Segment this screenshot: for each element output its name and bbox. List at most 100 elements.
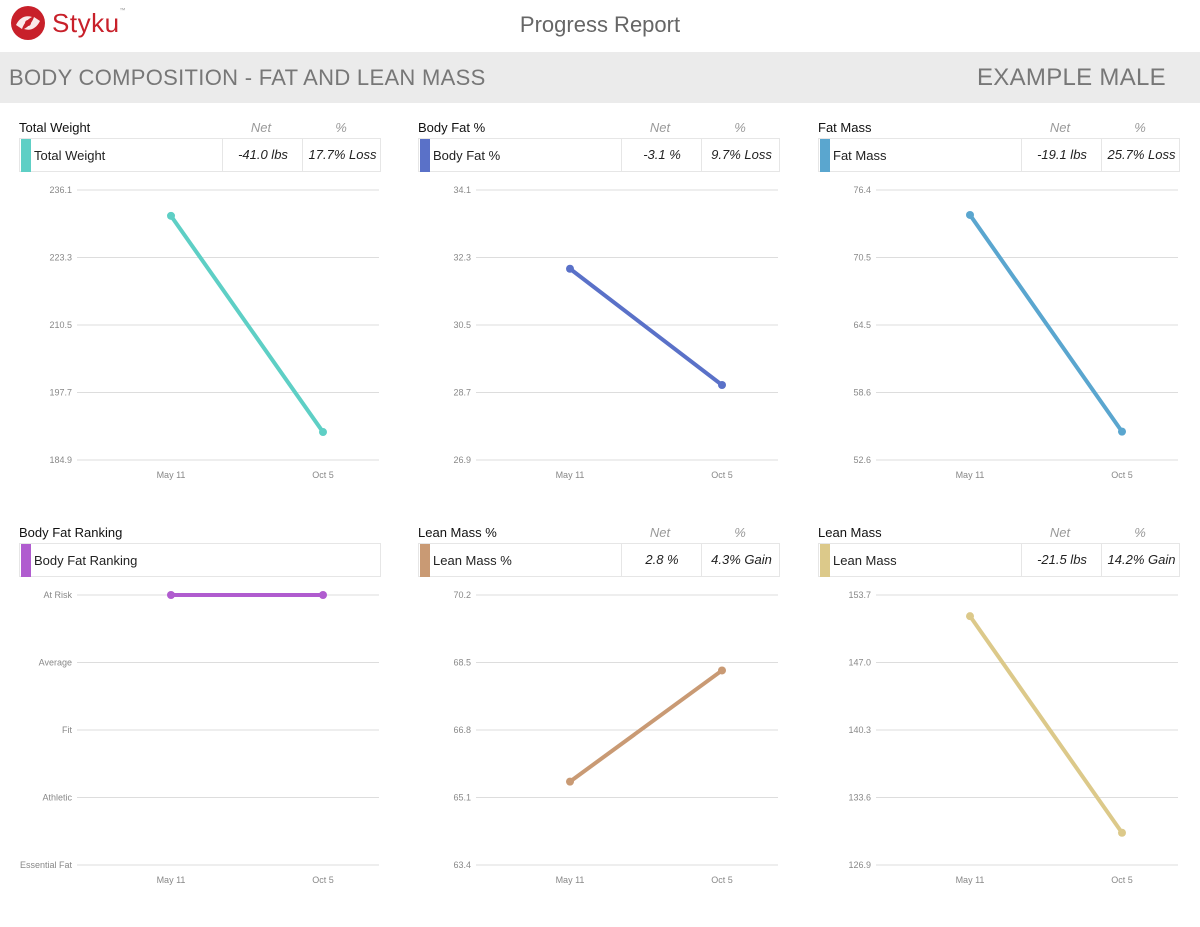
data-point: [566, 264, 574, 273]
chart-title: Lean Mass: [818, 525, 882, 540]
y-tick-label: 236.1: [49, 185, 72, 195]
legend-label: Fat Mass: [833, 148, 887, 163]
y-tick-label: 64.5: [853, 320, 871, 330]
y-tick-label: 32.3: [453, 253, 471, 263]
line-chart: 34.1 32.3 30.5 28.7 26.9 May 11 Oct 5: [453, 185, 778, 480]
chart-title: Lean Mass %: [418, 525, 497, 540]
percent-value: 4.3% Gain: [701, 544, 781, 576]
chart-panel-body-fat-ranking: Body Fat Ranking Body Fat Ranking At Ris…: [19, 525, 383, 925]
x-tick-label: May 11: [556, 470, 585, 480]
y-tick-label: 34.1: [453, 185, 471, 195]
data-point: [167, 591, 175, 599]
data-point: [966, 210, 974, 219]
trademark-mark: ™: [119, 8, 126, 14]
brand-name: Styku: [52, 7, 120, 38]
percent-column-header: %: [335, 120, 347, 135]
chart-panel-total-weight: Total Weight Net % Total Weight -41.0 lb…: [19, 120, 383, 520]
x-tick-label: Oct 5: [711, 470, 733, 480]
legend-swatch: [420, 139, 430, 172]
net-value: -21.5 lbs: [1021, 544, 1102, 576]
y-tick-label: 147.0: [848, 658, 871, 668]
chart-title: Fat Mass: [818, 120, 872, 135]
y-tick-label: 58.6: [853, 388, 871, 398]
y-tick-label: 76.4: [853, 185, 871, 195]
legend-swatch: [420, 544, 430, 577]
series-line: [169, 213, 325, 435]
line-chart: At Risk Average Fit Athletic Essential Fat Ma…: [20, 590, 379, 885]
series-line: [968, 614, 1124, 835]
x-tick-label: Oct 5: [1111, 470, 1133, 480]
chart-panel-lean-mass: Lean Mass Net % Lean Mass -21.5 lbs 14.2…: [818, 525, 1182, 925]
y-tick-label: Essential Fat: [20, 860, 73, 870]
percent-value: 17.7% Loss: [302, 139, 382, 171]
series-line: [568, 668, 724, 784]
y-tick-label: 223.3: [49, 253, 72, 263]
x-tick-label: May 11: [956, 875, 985, 885]
subject-name: EXAMPLE MALE: [976, 64, 1166, 91]
line-chart: 70.2 68.5 66.8 65.1 63.4 May 11 Oct 5: [453, 590, 778, 885]
styku-logo-icon: [11, 6, 45, 40]
y-tick-label: 140.3: [848, 725, 871, 735]
y-tick-label: 184.9: [49, 455, 72, 465]
x-tick-label: Oct 5: [1111, 875, 1133, 885]
y-tick-label: Fit: [62, 725, 72, 735]
y-tick-label: 30.5: [453, 320, 471, 330]
data-point: [167, 211, 175, 220]
legend-swatch: [820, 139, 830, 172]
net-value: -3.1 %: [621, 139, 702, 171]
chart-title: Body Fat Ranking: [19, 525, 123, 540]
y-tick-label: 65.1: [453, 793, 471, 803]
styku-logo[interactable]: Styku ™: [10, 5, 126, 41]
top-bar: Styku ™ Progress Report: [0, 0, 1200, 52]
y-tick-label: 66.8: [453, 725, 471, 735]
net-column-header: Net: [1049, 120, 1071, 135]
line-chart: 76.4 70.5 64.5 58.6 52.6 May 11 Oct 5: [853, 185, 1178, 480]
legend-row: Body Fat Ranking: [19, 543, 381, 577]
legend-row: Lean Mass -21.5 lbs 14.2% Gain: [818, 543, 1180, 577]
chart-panel-fat-mass: Fat Mass Net % Fat Mass -19.1 lbs 25.7% …: [818, 120, 1182, 520]
legend-label: Lean Mass: [833, 553, 897, 568]
x-tick-label: Oct 5: [312, 470, 334, 480]
chart-title: Total Weight: [19, 120, 91, 135]
legend-swatch: [820, 544, 830, 577]
legend-label: Total Weight: [34, 148, 106, 163]
y-tick-label: Average: [39, 658, 72, 668]
percent-value: 14.2% Gain: [1101, 544, 1181, 576]
percent-value: 25.7% Loss: [1101, 139, 1181, 171]
percent-value: 9.7% Loss: [701, 139, 781, 171]
y-tick-label: 70.5: [853, 253, 871, 263]
x-tick-label: Oct 5: [312, 875, 334, 885]
x-tick-label: May 11: [157, 875, 186, 885]
y-tick-label: 52.6: [853, 455, 871, 465]
page-title: Progress Report: [519, 12, 681, 37]
net-column-header: Net: [649, 525, 671, 540]
data-point: [718, 381, 726, 389]
line-chart: 236.1 223.3 210.5 197.7 184.9 May 11 Oct 5: [49, 185, 379, 480]
section-title: BODY COMPOSITION - FAT AND LEAN MASS: [9, 65, 486, 90]
line-chart: 153.7 147.0 140.3 133.6 126.9 May 11 Oct 5: [848, 590, 1178, 885]
y-tick-label: 63.4: [453, 860, 471, 870]
net-value: -19.1 lbs: [1021, 139, 1102, 171]
y-tick-label: 197.7: [49, 388, 72, 398]
chart-panel-lean-mass-pct: Lean Mass % Net % Lean Mass % 2.8 % 4.3%…: [418, 525, 782, 925]
y-tick-label: 68.5: [453, 658, 471, 668]
legend-label: Body Fat %: [433, 148, 501, 163]
legend-swatch: [21, 544, 31, 577]
percent-column-header: %: [1134, 120, 1146, 135]
y-tick-label: 126.9: [848, 860, 871, 870]
percent-column-header: %: [1134, 525, 1146, 540]
data-point: [718, 666, 726, 675]
legend-row: Body Fat % -3.1 % 9.7% Loss: [418, 138, 780, 172]
y-tick-label: 26.9: [453, 455, 471, 465]
percent-column-header: %: [734, 525, 746, 540]
series-line: [968, 212, 1124, 434]
data-point: [319, 428, 327, 437]
x-tick-label: May 11: [157, 470, 186, 480]
y-tick-label: 210.5: [49, 320, 72, 330]
net-column-header: Net: [1049, 525, 1071, 540]
net-value: 2.8 %: [621, 544, 702, 576]
legend-swatch: [21, 139, 31, 172]
chart-title: Body Fat %: [418, 120, 486, 135]
legend-label: Lean Mass %: [433, 553, 512, 568]
x-tick-label: May 11: [556, 875, 585, 885]
